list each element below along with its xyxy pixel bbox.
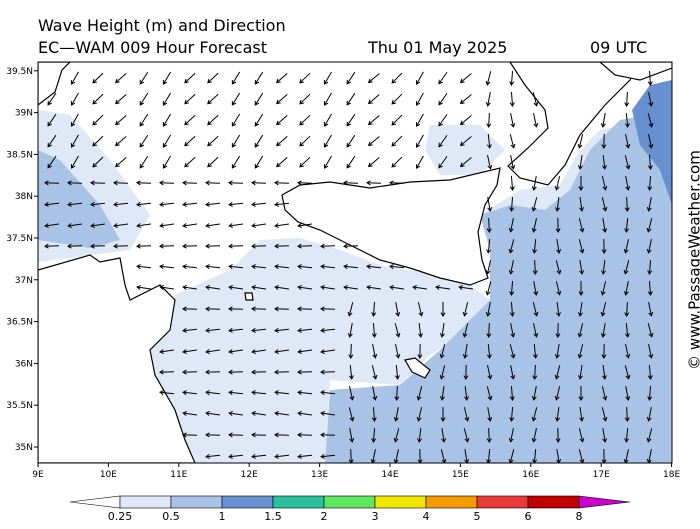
lon-label: 13E bbox=[311, 470, 328, 480]
lon-label: 17E bbox=[593, 470, 610, 480]
colorbar-low bbox=[70, 496, 120, 508]
title: Wave Height (m) and Direction bbox=[38, 16, 286, 35]
colorbar-label: 8 bbox=[576, 510, 583, 523]
colorbar-bin bbox=[171, 496, 222, 508]
colorbar-bin bbox=[273, 496, 324, 508]
lon-label: 10E bbox=[100, 470, 117, 480]
lon-label: 16E bbox=[522, 470, 539, 480]
lon-label: 15E bbox=[452, 470, 469, 480]
time: 09 UTC bbox=[590, 38, 647, 57]
lon-label: 14E bbox=[381, 470, 398, 480]
lat-label: 36.5N bbox=[6, 318, 33, 328]
lat-label: 37.5N bbox=[6, 234, 33, 244]
colorbar-label: 3 bbox=[372, 510, 379, 523]
date: Thu 01 May 2025 bbox=[367, 38, 507, 57]
colorbar-label: 2 bbox=[321, 510, 328, 523]
lon-label: 9E bbox=[32, 470, 44, 480]
lon-label: 11E bbox=[170, 470, 187, 480]
colorbar-label: 6 bbox=[525, 510, 532, 523]
colorbar-label: 4 bbox=[423, 510, 430, 523]
lat-label: 39.5N bbox=[6, 67, 33, 77]
colorbar-bin bbox=[477, 496, 528, 508]
colorbar-high bbox=[579, 496, 630, 508]
colorbar-label: 0.5 bbox=[162, 510, 180, 523]
lat-label: 35N bbox=[15, 443, 33, 453]
lat-label: 36N bbox=[15, 359, 33, 369]
lat-label: 35.5N bbox=[6, 401, 33, 411]
colorbar-bin bbox=[324, 496, 375, 508]
lat-label: 38N bbox=[15, 192, 33, 202]
lon-label: 18E bbox=[663, 470, 680, 480]
colorbar-label: 0.25 bbox=[108, 510, 133, 523]
lat-label: 39N bbox=[15, 109, 33, 119]
watermark: © www.PassageWeather.com bbox=[686, 150, 700, 370]
colorbar-bin bbox=[120, 496, 171, 508]
colorbar-bin bbox=[375, 496, 426, 508]
lon-label: 12E bbox=[241, 470, 258, 480]
colorbar-bin bbox=[528, 496, 579, 508]
lat-label: 38.5N bbox=[6, 150, 33, 160]
colorbar-label: 5 bbox=[474, 510, 481, 523]
colorbar-bin bbox=[426, 496, 477, 508]
lat-label: 37N bbox=[15, 276, 33, 286]
colorbar-bin bbox=[222, 496, 273, 508]
colorbar-label: 1 bbox=[219, 510, 226, 523]
colorbar-label: 1.5 bbox=[264, 510, 282, 523]
map bbox=[38, 62, 672, 463]
model: EC—WAM 009 Hour Forecast bbox=[38, 38, 267, 57]
